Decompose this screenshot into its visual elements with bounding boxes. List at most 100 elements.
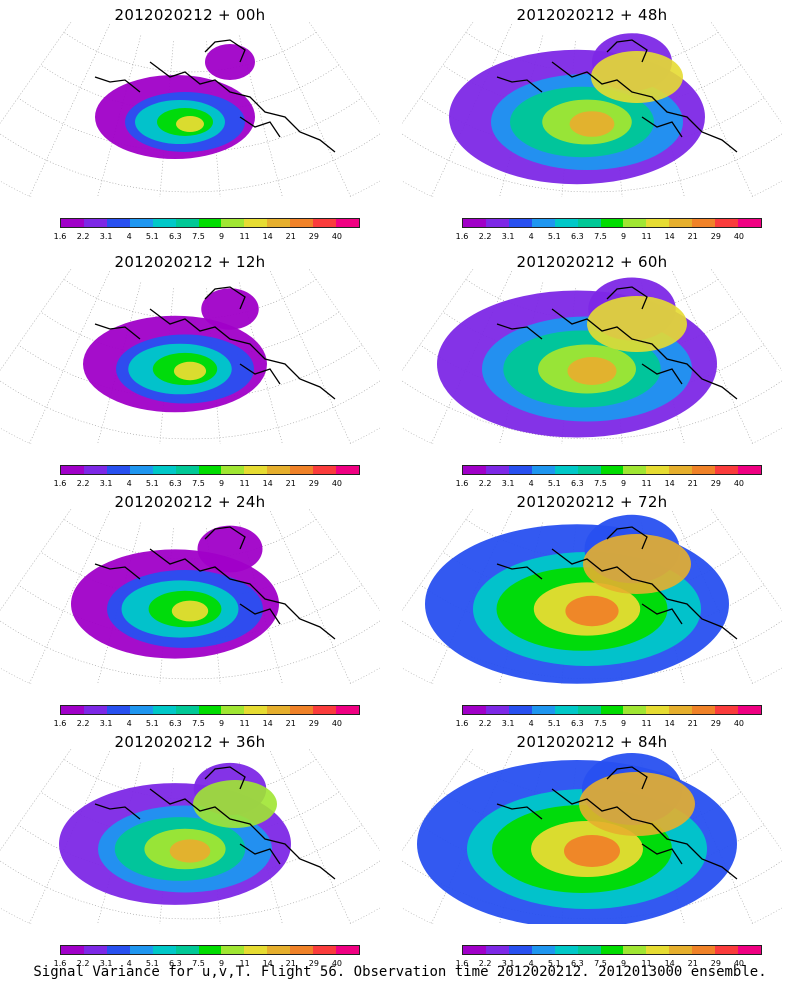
colorbar-tick-label: 7.5 <box>594 479 607 488</box>
colorbar-swatch <box>129 466 153 474</box>
colorbar-swatch <box>267 219 291 227</box>
panel-title: 2012020212 + 84h <box>516 733 668 751</box>
colorbar-tick-label: 1.6 <box>53 232 67 241</box>
colorbar-tick-label: 2.2 <box>478 719 492 728</box>
colorbar-swatch <box>152 706 176 714</box>
colorbar <box>462 465 762 475</box>
colorbar-swatch <box>61 466 84 474</box>
colorbar-tick-label: 29 <box>308 719 319 728</box>
colorbar-tick-label: 40 <box>331 719 343 728</box>
longitude-line <box>0 22 82 164</box>
variance-contour <box>567 357 617 385</box>
colorbar-tick-label: 3.1 <box>501 719 515 728</box>
latitude-line <box>40 311 340 360</box>
colorbar-swatch <box>336 946 359 954</box>
colorbar-tick-label: 3.1 <box>99 719 113 728</box>
colorbar-swatch <box>61 946 84 954</box>
variance-contour <box>193 780 277 828</box>
colorbar-swatch <box>290 466 314 474</box>
colorbar-tick-label: 5.1 <box>145 479 159 488</box>
colorbar-swatch <box>738 706 761 714</box>
colorbar-tick-label: 4 <box>528 232 534 241</box>
colorbar-tick-label: 4 <box>528 479 534 488</box>
colorbar-swatch <box>577 466 601 474</box>
colorbar-tick-label: 7.5 <box>594 959 607 968</box>
colorbar-labels: 1.6 2.2 3.1 4 5.1 6.3 7.5 9 11 14 21 29 40 <box>54 719 360 731</box>
colorbar-tick-label: 9 <box>218 959 225 968</box>
colorbar-tick-label: 5.1 <box>145 959 159 968</box>
colorbar-swatch <box>83 946 107 954</box>
longitude-line <box>0 269 82 411</box>
colorbar-swatch <box>290 946 314 954</box>
colorbar <box>462 945 762 955</box>
coastline <box>496 526 738 640</box>
colorbar-tick-label: 14 <box>664 719 675 728</box>
colorbar-tick-label: 7.5 <box>594 232 607 241</box>
colorbar-swatch <box>508 706 532 714</box>
colorbar-tick-label: 2.2 <box>76 232 90 241</box>
variance-field <box>402 22 782 197</box>
variance-field <box>0 749 380 924</box>
colorbar-swatch <box>83 219 107 227</box>
colorbar-tick-label: 6.3 <box>169 719 182 728</box>
panel-title: 2012020212 + 48h <box>516 6 668 24</box>
colorbar-swatch <box>175 946 199 954</box>
latitude-line <box>63 31 317 73</box>
colorbar-tick-label: 14 <box>664 232 675 241</box>
colorbar-labels: 1.6 2.2 3.1 4 5.1 6.3 7.5 9 11 14 21 29 40 <box>54 479 360 491</box>
colorbar-tick-label: 11 <box>239 479 250 488</box>
colorbar-swatch <box>669 946 693 954</box>
colorbar-tick-label: 2.2 <box>478 479 492 488</box>
polar-map <box>0 749 380 924</box>
colorbar-tick-label: 11 <box>239 232 250 241</box>
longitude-line <box>700 269 782 411</box>
colorbar-tick-label: 29 <box>308 479 319 488</box>
colorbar-swatch <box>554 706 578 714</box>
colorbar-tick-label: 7.5 <box>594 719 607 728</box>
variance-field <box>0 22 380 197</box>
variance-contour <box>176 116 204 132</box>
panel-title: 2012020212 + 60h <box>516 253 668 271</box>
colorbar-tick-label: 4 <box>528 959 534 968</box>
colorbar-swatch <box>244 706 268 714</box>
colorbar-swatch <box>715 466 739 474</box>
colorbar-swatch <box>83 466 107 474</box>
polar-map <box>402 509 782 684</box>
colorbar-swatch <box>485 706 509 714</box>
variance-contour <box>197 525 263 573</box>
colorbar-swatch <box>669 219 693 227</box>
colorbar-swatch <box>129 706 153 714</box>
colorbar-swatch <box>175 466 199 474</box>
colorbar-tick-label: 5.1 <box>547 719 561 728</box>
latitude-line <box>0 857 380 920</box>
latitude-line <box>63 278 317 320</box>
colorbar-tick-label: 29 <box>710 959 721 968</box>
colorbar-tick-label: 21 <box>687 232 698 241</box>
colorbar-tick-label: 9 <box>218 479 225 488</box>
colorbar-labels: 1.6 2.2 3.1 4 5.1 6.3 7.5 9 11 14 21 29 40 <box>456 232 762 244</box>
colorbar-tick-label: 3.1 <box>501 479 515 488</box>
longitude-line <box>298 22 380 164</box>
variance-contour <box>579 772 695 836</box>
colorbar-tick-label: 2.2 <box>478 232 492 241</box>
variance-contour <box>173 361 207 381</box>
variance-field <box>0 509 380 684</box>
colorbar-swatch <box>531 706 555 714</box>
colorbar-tick-label: 1.6 <box>455 232 469 241</box>
colorbar-tick-label: 21 <box>285 232 296 241</box>
polar-map <box>402 22 782 197</box>
colorbar <box>462 705 762 715</box>
colorbar-swatch <box>129 219 153 227</box>
colorbar-swatch <box>129 946 153 954</box>
variance-contour <box>171 600 209 622</box>
colorbar-tick-label: 14 <box>262 232 273 241</box>
colorbar-swatch <box>738 466 761 474</box>
colorbar-swatch <box>623 466 647 474</box>
colorbar-tick-label: 5.1 <box>547 959 561 968</box>
colorbar-tick-label: 1.6 <box>53 719 67 728</box>
colorbar-tick-label: 40 <box>733 959 745 968</box>
colorbar-tick-label: 1.6 <box>53 959 67 968</box>
variance-contour <box>564 835 620 867</box>
colorbar-tick-label: 9 <box>620 959 627 968</box>
colorbar-swatch <box>554 219 578 227</box>
